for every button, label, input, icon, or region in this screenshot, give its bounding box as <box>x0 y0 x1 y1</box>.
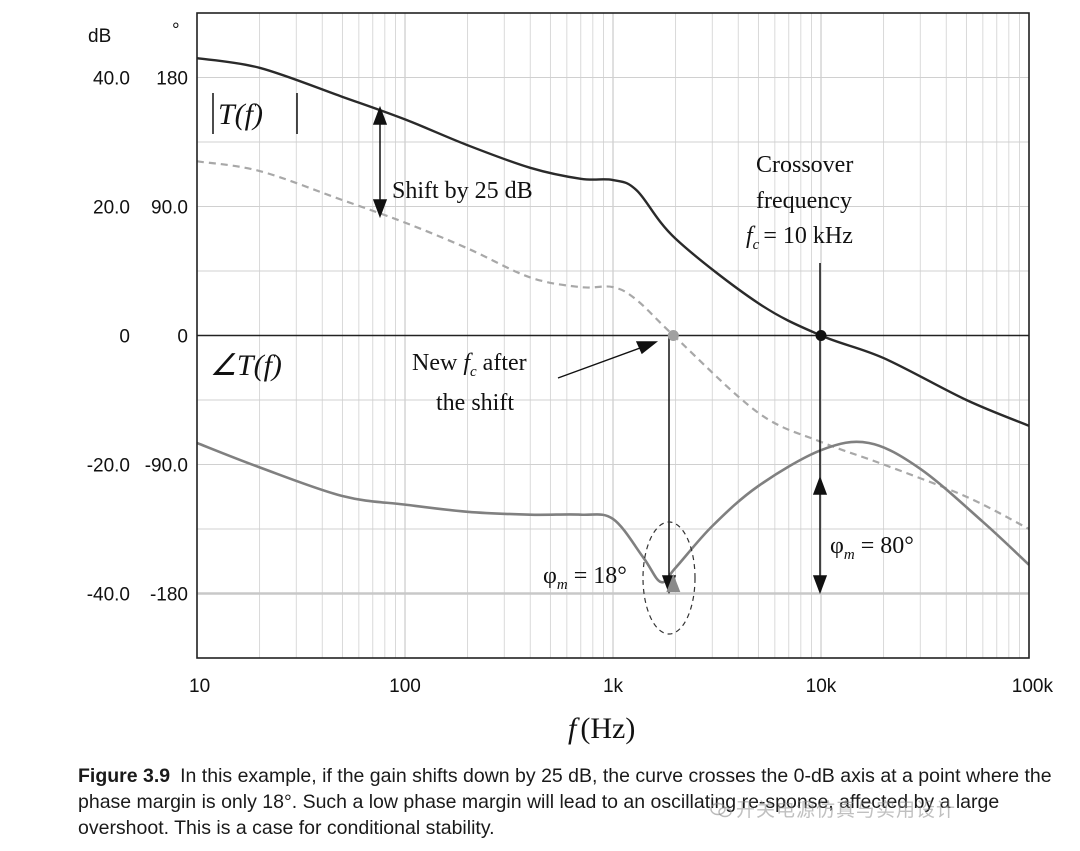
y-unit-db: dB <box>88 26 111 47</box>
newfc-pointer <box>557 341 659 379</box>
gain-label: T(f) <box>212 93 298 134</box>
pm80-arrow <box>812 336 828 595</box>
caption-text: In this example, if the gain shifts down… <box>78 765 1052 839</box>
y-unit-deg: ° <box>172 20 180 41</box>
series-gain <box>196 56 1030 427</box>
y-tick-label-db: -40.0 <box>87 585 130 606</box>
crossover-line2: frequency <box>756 188 852 214</box>
newfc-line2: the shift <box>436 390 514 416</box>
shift-label: Shift by 25 dB <box>392 178 533 204</box>
crossover-line1: Crossover <box>756 152 853 178</box>
x-tick-label: 10k <box>806 676 837 697</box>
y-tick-label-deg: -180 <box>150 585 188 606</box>
watermark: 开关电源仿真与实用设计 <box>710 795 956 822</box>
pm80-label: φm = 80° <box>830 533 914 563</box>
x-tick-label: 10 <box>189 676 210 697</box>
y-tick-label-db: -20.0 <box>87 456 130 477</box>
x-tick-labels: 10 100 1k 10k 100k <box>189 676 1053 697</box>
shift-arrow <box>372 105 388 219</box>
pm18-label: φm = 18° <box>543 563 627 593</box>
grid <box>196 13 1030 658</box>
y-tick-label-db: 20.0 <box>93 198 130 219</box>
x-tick-label: 100 <box>389 676 421 697</box>
newfc-line1: New fc after <box>412 350 527 380</box>
phase-label: ∠T(f) <box>210 349 282 382</box>
pm18-highlight <box>642 521 696 635</box>
y-tick-label-deg: 0 <box>177 327 188 348</box>
x-tick-label: 100k <box>1012 676 1054 697</box>
phase-min-marker <box>666 574 681 593</box>
y-tick-labels: 40.0 180 20.0 90.0 0 0 -20.0 -90.0 -40.0 -180 <box>87 69 188 606</box>
wechat-icon <box>710 802 732 818</box>
crossover-marker <box>815 330 827 341</box>
y-tick-label-db: 40.0 <box>93 69 130 90</box>
plot-frame <box>196 12 1030 659</box>
crossover-fc: fc = 10 kHz <box>746 223 853 253</box>
y-tick-label-deg: 90.0 <box>151 198 188 219</box>
figure-caption: Figure 3.9 In this example, if the gain s… <box>78 763 1063 841</box>
x-axis-label: f (Hz) <box>568 712 635 745</box>
watermark-text: 开关电源仿真与实用设计 <box>736 799 957 821</box>
y-tick-label-deg: -90.0 <box>145 456 188 477</box>
x-tick-label: 1k <box>603 676 624 697</box>
svg-text:T(f): T(f) <box>218 98 263 131</box>
series-layer <box>196 56 1030 595</box>
y-tick-label-deg: 180 <box>156 69 188 90</box>
marker-layer <box>666 330 827 593</box>
series-gain-shifted <box>196 160 1030 530</box>
new-fc-marker <box>667 330 679 341</box>
series-phase <box>196 440 1030 584</box>
figure-label: Figure 3.9 <box>78 765 171 787</box>
bode-plot: dB ° 40.0 180 20.0 90.0 0 0 -20.0 -90.0 -40.0 -18… <box>87 12 1053 745</box>
y-tick-label-db: 0 <box>119 327 130 348</box>
